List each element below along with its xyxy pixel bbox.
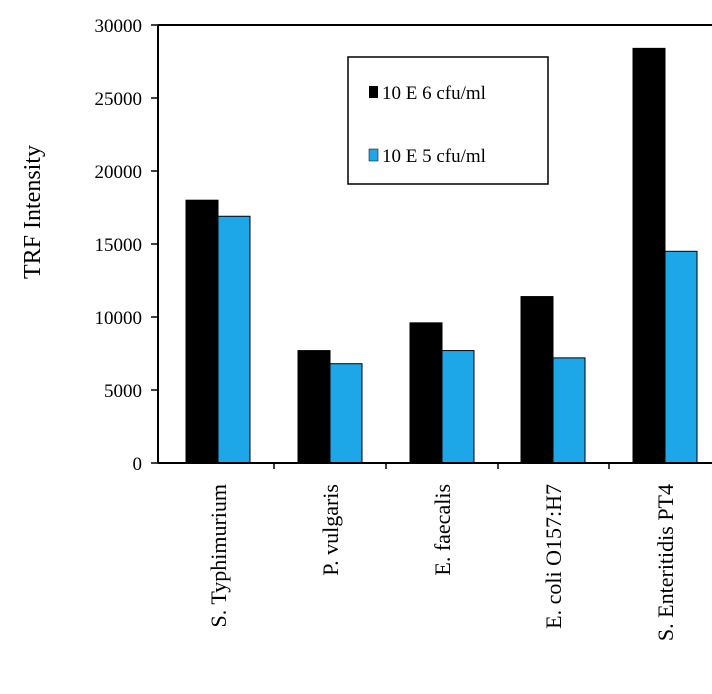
bar-series-1 — [520, 296, 554, 464]
y-tick-label: 30000 — [95, 16, 143, 37]
legend: 10 E 6 cfu/ml 10 E 5 cfu/ml — [347, 56, 549, 185]
category-labels: S. Typhimurium P. vulgaris E. faecalis E. c… — [206, 484, 678, 641]
legend-swatch-1 — [368, 148, 379, 162]
bar-series-2 — [664, 250, 698, 464]
legend-box — [347, 56, 549, 185]
y-axis-ticks: 0 5000 10000 15000 20000 25000 30000 — [95, 16, 158, 475]
x-category-label: E. coli O157:H7 — [541, 484, 566, 629]
x-category-label: E. faecalis — [430, 484, 455, 576]
y-axis-title: TRF Intensity — [20, 145, 46, 279]
y-tick-label: 10000 — [95, 308, 143, 329]
y-tick-label: 0 — [133, 454, 143, 475]
x-category-label: S. Enteritidis PT4 — [653, 484, 678, 641]
bar-series-1 — [185, 199, 219, 464]
legend-label-0: 10 E 6 cfu/ml — [382, 83, 486, 104]
bar-series-2 — [552, 357, 586, 464]
x-category-label: S. Typhimurium — [206, 484, 231, 628]
bar-series-2 — [441, 350, 475, 464]
x-category-label: P. vulgaris — [318, 484, 343, 576]
bar-series-2 — [217, 215, 251, 464]
bar-series-1 — [409, 322, 443, 464]
legend-swatch-0 — [369, 86, 378, 98]
bars — [185, 47, 698, 469]
y-tick-label: 20000 — [95, 162, 143, 183]
bar-series-1 — [632, 47, 666, 464]
bar-series-2 — [329, 363, 363, 464]
bar-series-1 — [297, 350, 331, 464]
y-tick-label: 15000 — [95, 235, 143, 256]
legend-label-1: 10 E 5 cfu/ml — [382, 146, 486, 167]
y-tick-label: 5000 — [104, 381, 142, 402]
y-tick-label: 25000 — [95, 89, 143, 110]
